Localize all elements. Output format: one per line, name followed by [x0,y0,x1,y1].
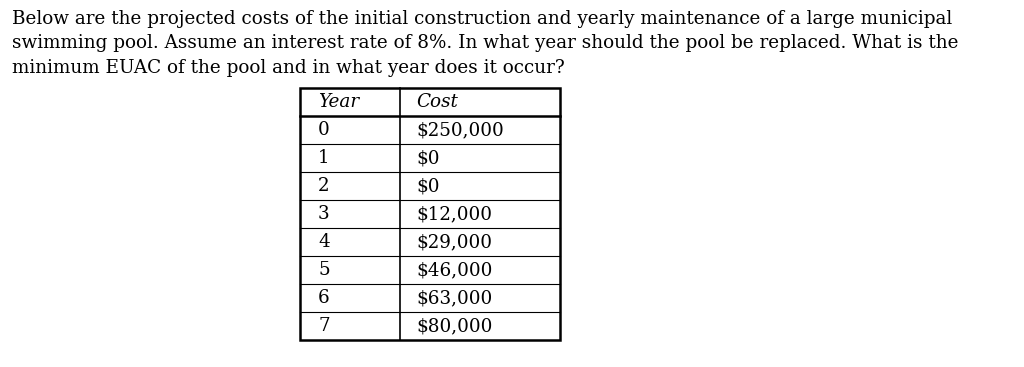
Text: $63,000: $63,000 [416,289,493,307]
Text: 1: 1 [318,149,330,167]
Text: 2: 2 [318,177,330,195]
Text: Cost: Cost [416,93,458,111]
Text: $12,000: $12,000 [416,205,492,223]
Text: $80,000: $80,000 [416,317,493,335]
Bar [300,88,560,340]
Text: 4: 4 [318,233,330,251]
Text: 5: 5 [318,261,330,279]
Text: 7: 7 [318,317,330,335]
Text: 3: 3 [318,205,330,223]
Text: 0: 0 [318,121,330,139]
Text: Year: Year [318,93,359,111]
Text: $46,000: $46,000 [416,261,493,279]
Text: $250,000: $250,000 [416,121,504,139]
Text: Below are the projected costs of the initial construction and yearly maintenance: Below are the projected costs of the ini… [12,10,958,77]
Text: $29,000: $29,000 [416,233,492,251]
Text: $0: $0 [416,149,439,167]
Text: $0: $0 [416,177,439,195]
Text: 6: 6 [318,289,330,307]
